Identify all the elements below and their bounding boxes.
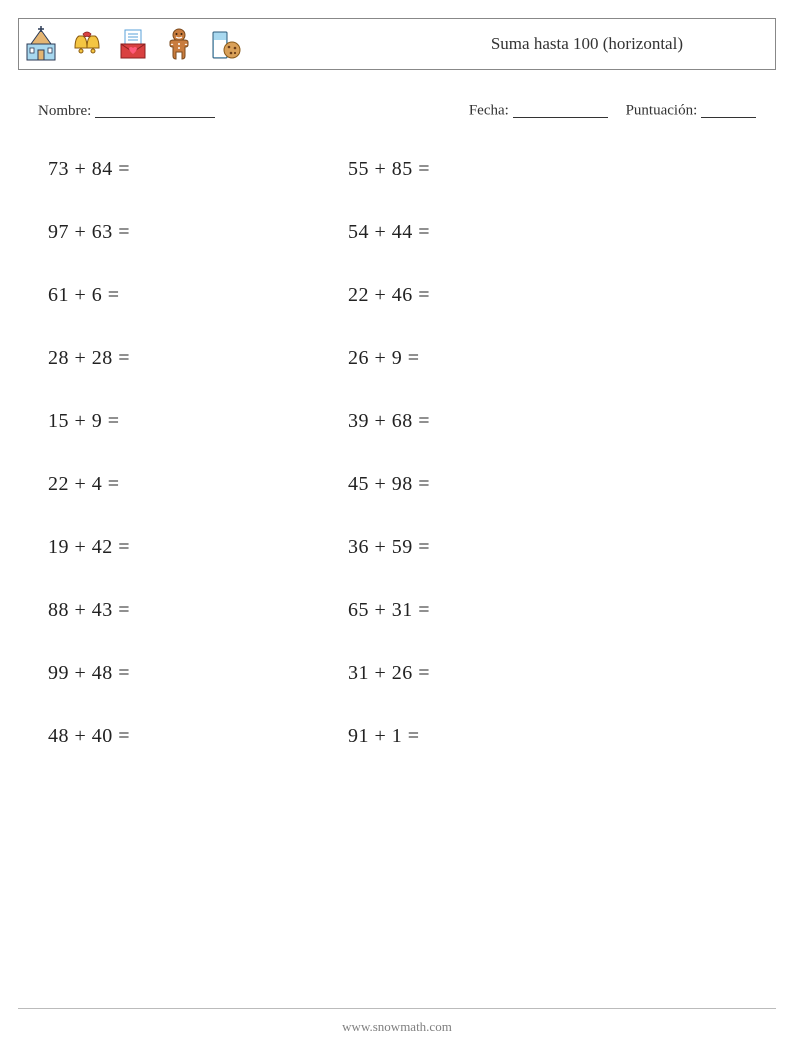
name-field-group: Nombre: bbox=[38, 98, 215, 120]
score-field-group: Puntuación: bbox=[626, 98, 756, 120]
problem: 45 + 98 = bbox=[348, 473, 648, 496]
date-blank[interactable] bbox=[513, 101, 608, 118]
name-blank[interactable] bbox=[95, 101, 215, 118]
problem: 48 + 40 = bbox=[48, 725, 348, 748]
info-row: Nombre: Fecha: Puntuación: bbox=[18, 98, 776, 120]
problem: 61 + 6 = bbox=[48, 284, 348, 307]
problem: 39 + 68 = bbox=[348, 410, 648, 433]
milk-cookies-icon bbox=[205, 24, 245, 64]
footer-rule bbox=[18, 1008, 776, 1009]
problem: 73 + 84 = bbox=[48, 158, 348, 181]
problem: 26 + 9 = bbox=[348, 347, 648, 370]
problem: 19 + 42 = bbox=[48, 536, 348, 559]
problem: 91 + 1 = bbox=[348, 725, 648, 748]
problem: 28 + 28 = bbox=[48, 347, 348, 370]
bells-icon bbox=[67, 24, 107, 64]
love-letter-icon bbox=[113, 24, 153, 64]
problem: 65 + 31 = bbox=[348, 599, 648, 622]
problem: 97 + 63 = bbox=[48, 221, 348, 244]
score-blank[interactable] bbox=[701, 101, 756, 118]
name-label: Nombre: bbox=[38, 103, 91, 120]
header-icons bbox=[21, 24, 245, 64]
date-label: Fecha: bbox=[469, 103, 509, 119]
problem: 36 + 59 = bbox=[348, 536, 648, 559]
score-label: Puntuación: bbox=[626, 103, 698, 119]
problem: 22 + 4 = bbox=[48, 473, 348, 496]
problem: 99 + 48 = bbox=[48, 662, 348, 685]
date-field-group: Fecha: bbox=[469, 98, 608, 120]
header-box: Suma hasta 100 (horizontal) bbox=[18, 18, 776, 70]
gingerbread-icon bbox=[159, 24, 199, 64]
problem: 54 + 44 = bbox=[348, 221, 648, 244]
footer-text: www.snowmath.com bbox=[0, 1019, 794, 1035]
problem: 31 + 26 = bbox=[348, 662, 648, 685]
problem: 88 + 43 = bbox=[48, 599, 348, 622]
worksheet-page: Suma hasta 100 (horizontal) Nombre: Fech… bbox=[0, 0, 794, 1053]
church-icon bbox=[21, 24, 61, 64]
problem: 15 + 9 = bbox=[48, 410, 348, 433]
problem: 22 + 46 = bbox=[348, 284, 648, 307]
worksheet-title: Suma hasta 100 (horizontal) bbox=[491, 34, 763, 54]
problem: 55 + 85 = bbox=[348, 158, 648, 181]
problems-grid: 73 + 84 =55 + 85 = 97 + 63 =54 + 44 = 61 +… bbox=[18, 158, 776, 748]
